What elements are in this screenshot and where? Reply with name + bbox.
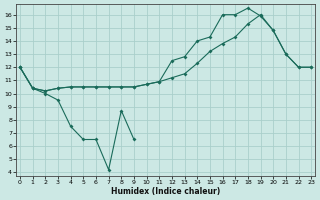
X-axis label: Humidex (Indice chaleur): Humidex (Indice chaleur)	[111, 187, 220, 196]
